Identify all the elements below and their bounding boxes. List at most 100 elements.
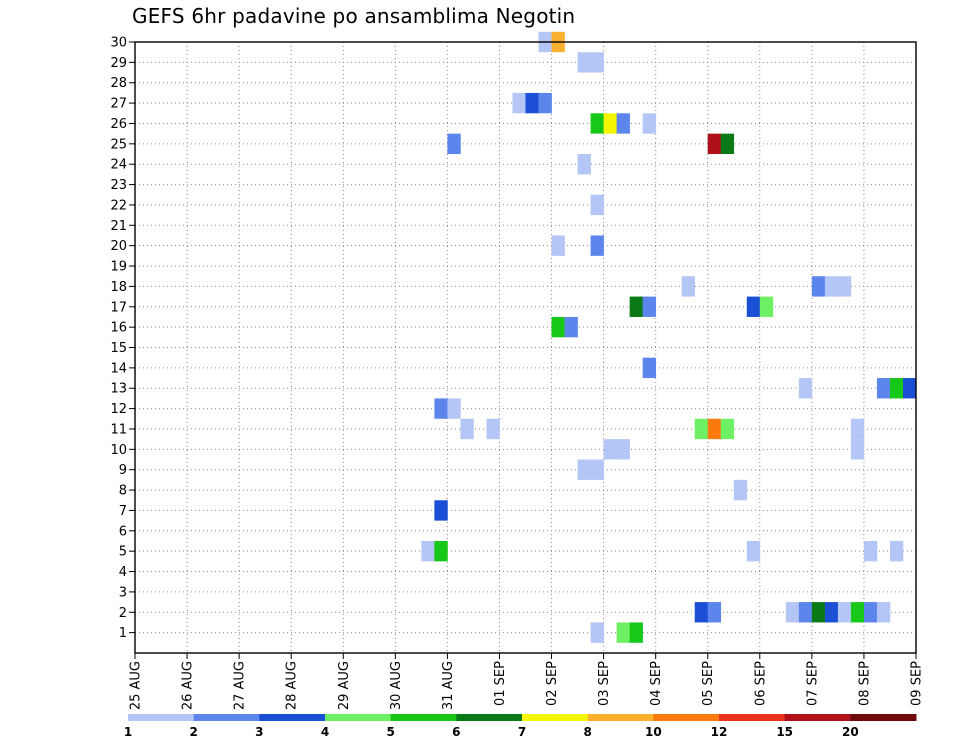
legend-swatch — [850, 714, 917, 721]
y-tick-label: 4 — [119, 565, 127, 580]
x-tick-label: 25 AUG — [129, 661, 144, 710]
y-tick-label: 12 — [110, 402, 127, 417]
legend-swatch — [128, 714, 195, 721]
legend-swatch — [193, 714, 260, 721]
heatmap-cell — [824, 602, 839, 623]
y-tick-label: 11 — [110, 422, 127, 437]
y-tick-label: 29 — [110, 56, 127, 71]
legend-label: 20 — [842, 725, 859, 739]
heatmap-cell — [564, 316, 578, 338]
heatmap-cell — [590, 52, 604, 73]
y-tick-label: 14 — [110, 361, 127, 376]
heatmap-cell — [434, 500, 448, 521]
heatmap-cell — [850, 418, 865, 440]
heatmap-cell — [603, 113, 617, 134]
heatmap-cell — [863, 540, 878, 562]
heatmap-cell — [616, 439, 630, 460]
legend-swatch — [653, 714, 720, 721]
heatmap-cell — [811, 602, 826, 623]
heatmap-cell — [759, 296, 774, 317]
y-tick-label: 9 — [119, 463, 127, 478]
heatmap-cell — [460, 418, 474, 440]
y-tick-label: 5 — [119, 545, 127, 560]
y-axis: 1234567891011121314151617181920212223242… — [110, 36, 135, 641]
heatmap-cell — [889, 540, 904, 562]
y-tick-label: 25 — [110, 137, 127, 152]
heatmap-cell — [707, 133, 722, 155]
heatmap-cell — [694, 602, 709, 623]
heatmap-cell — [746, 540, 761, 562]
y-tick-label: 13 — [110, 382, 127, 397]
heatmap-cell — [551, 316, 565, 338]
heatmap-cell — [642, 113, 656, 134]
heatmap-cell — [629, 622, 643, 643]
y-tick-label: 17 — [110, 300, 127, 315]
legend-label: 7 — [518, 725, 526, 739]
legend-label: 8 — [583, 725, 591, 739]
heatmap-cell — [746, 296, 761, 317]
heatmap-cell — [798, 602, 813, 623]
y-tick-label: 15 — [110, 341, 127, 356]
legend-swatch — [587, 714, 654, 721]
x-tick-label: 05 SEP — [701, 661, 716, 706]
x-tick-label: 02 SEP — [545, 661, 560, 706]
heatmap-cell — [538, 92, 552, 114]
x-tick-label: 07 SEP — [805, 661, 820, 706]
legend-label: 4 — [321, 725, 329, 739]
legend-label: 2 — [189, 725, 197, 739]
heatmap-cell — [876, 602, 891, 623]
heatmap-cell — [720, 418, 735, 440]
legend-swatch — [719, 714, 786, 721]
x-tick-label: 29 AUG — [337, 661, 352, 710]
heatmap-cell — [707, 418, 722, 440]
y-tick-label: 26 — [110, 117, 127, 132]
heatmap-cell — [447, 398, 461, 419]
heatmap-cell — [733, 479, 748, 501]
x-tick-label: 09 SEP — [910, 661, 925, 706]
heatmap-cell — [616, 113, 630, 134]
legend-swatch — [784, 714, 851, 721]
heatmap-cell — [863, 602, 878, 623]
y-tick-label: 2 — [119, 606, 127, 621]
heatmap-cell — [616, 622, 630, 643]
y-tick-label: 19 — [110, 260, 127, 275]
x-tick-label: 04 SEP — [649, 661, 664, 706]
legend-label: 15 — [776, 725, 793, 739]
y-tick-label: 30 — [110, 36, 127, 51]
color-legend: 1 2 3 4 5 6 7 8 10 12 15 20 — [124, 714, 917, 739]
heatmap-cell — [603, 439, 617, 460]
heatmap-cell — [421, 540, 435, 562]
heatmap-cell — [512, 92, 526, 114]
heatmap-cell — [837, 276, 852, 297]
y-tick-label: 24 — [110, 158, 127, 173]
heatmap-cell — [824, 276, 839, 297]
y-tick-label: 20 — [110, 239, 127, 254]
heatmap-cell — [720, 133, 735, 155]
legend-swatch — [522, 714, 589, 721]
heatmap-cell — [590, 459, 604, 480]
legend-swatch — [390, 714, 457, 721]
grid-lines — [135, 42, 916, 653]
heatmap-cell — [525, 92, 539, 114]
legend-swatch — [325, 714, 392, 721]
heatmap-cell — [889, 378, 904, 399]
heatmap-cell — [850, 602, 865, 623]
y-tick-label: 6 — [119, 524, 127, 539]
x-tick-label: 27 AUG — [233, 661, 248, 710]
x-axis: 25 AUG 26 AUG 27 AUG 28 AUG 29 AUG 30 AUG 31 A… — [129, 653, 925, 710]
heatmap-cell — [629, 296, 643, 317]
chart-title: GEFS 6hr padavine po ansamblima Negotin — [132, 4, 576, 28]
y-tick-label: 18 — [110, 280, 127, 295]
heatmap-cell — [434, 540, 448, 562]
y-tick-label: 28 — [110, 76, 127, 91]
heatmap-cell — [785, 602, 800, 623]
heatmap-cell — [642, 357, 656, 379]
y-tick-label: 21 — [110, 219, 127, 234]
y-tick-label: 8 — [119, 484, 127, 499]
x-tick-label: 31 AUG — [441, 661, 456, 710]
heatmap-cell — [577, 52, 591, 73]
legend-swatch — [456, 714, 523, 721]
heatmap-cell — [811, 276, 826, 297]
x-tick-label: 08 SEP — [857, 661, 872, 706]
x-tick-label: 26 AUG — [181, 661, 196, 710]
